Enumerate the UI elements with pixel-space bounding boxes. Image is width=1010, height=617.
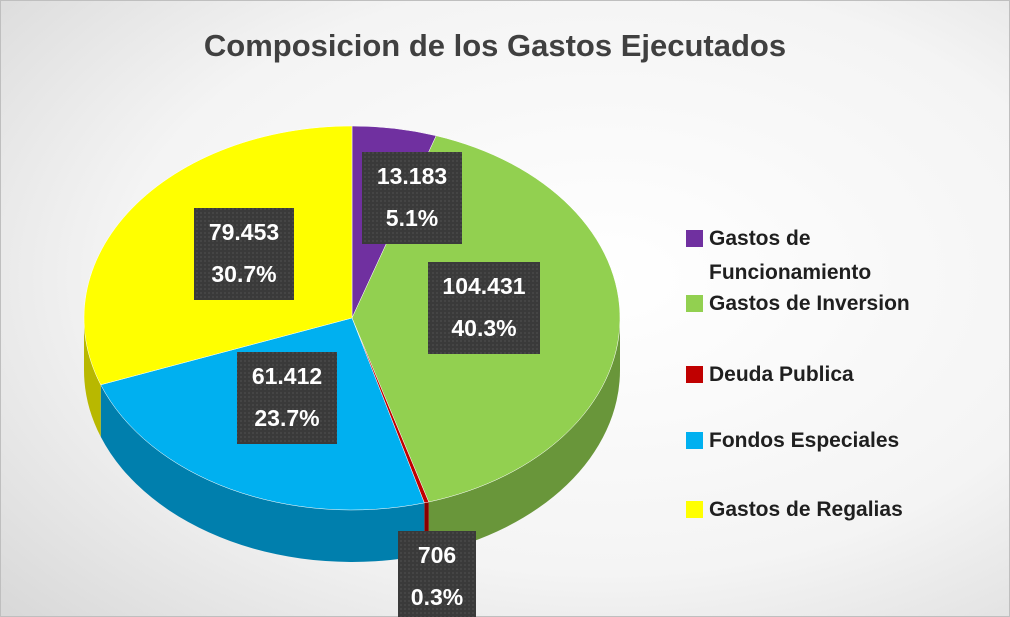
- data-label-value: 706: [418, 542, 456, 568]
- legend-item: Gastos de Funcionamiento: [686, 222, 986, 290]
- data-label-percent: 0.3%: [411, 584, 463, 610]
- data-label-percent: 40.3%: [451, 315, 516, 341]
- slice-side: [84, 318, 101, 437]
- legend-label: Deuda Publica: [709, 363, 854, 386]
- data-label-box: [428, 262, 540, 354]
- legend-swatch: [686, 295, 703, 312]
- data-label-value: 61.412: [252, 363, 322, 389]
- data-label-box: [237, 352, 337, 444]
- data-label-box: [194, 208, 294, 300]
- data-label-percent: 5.1%: [386, 205, 438, 231]
- legend-item: Gastos de Inversion: [686, 287, 986, 321]
- legend-swatch: [686, 501, 703, 518]
- slice-side: [428, 318, 620, 554]
- legend-label: Gastos de Regalias: [709, 498, 903, 521]
- slice-side: [100, 384, 425, 562]
- legend-label: Gastos de Funcionamiento: [709, 227, 872, 284]
- data-label-value: 104.431: [442, 273, 525, 299]
- data-label-box: [398, 531, 476, 617]
- data-label-value: 13.183: [377, 163, 447, 189]
- chart-title: Composicion de los Gastos Ejecutados: [204, 28, 786, 63]
- data-label-percent: 23.7%: [254, 405, 319, 431]
- data-label-value: 79.453: [209, 219, 279, 245]
- data-label-percent: 30.7%: [211, 261, 276, 287]
- legend-label: Fondos Especiales: [709, 429, 900, 452]
- legend-item: Deuda Publica: [686, 358, 986, 392]
- legend-swatch: [686, 230, 703, 247]
- legend-item: Fondos Especiales: [686, 424, 986, 458]
- legend-swatch: [686, 432, 703, 449]
- legend-label: Gastos de Inversion: [709, 292, 910, 315]
- legend-item: Gastos de Regalias: [686, 493, 986, 527]
- legend-swatch: [686, 366, 703, 383]
- data-label-box: [362, 152, 462, 244]
